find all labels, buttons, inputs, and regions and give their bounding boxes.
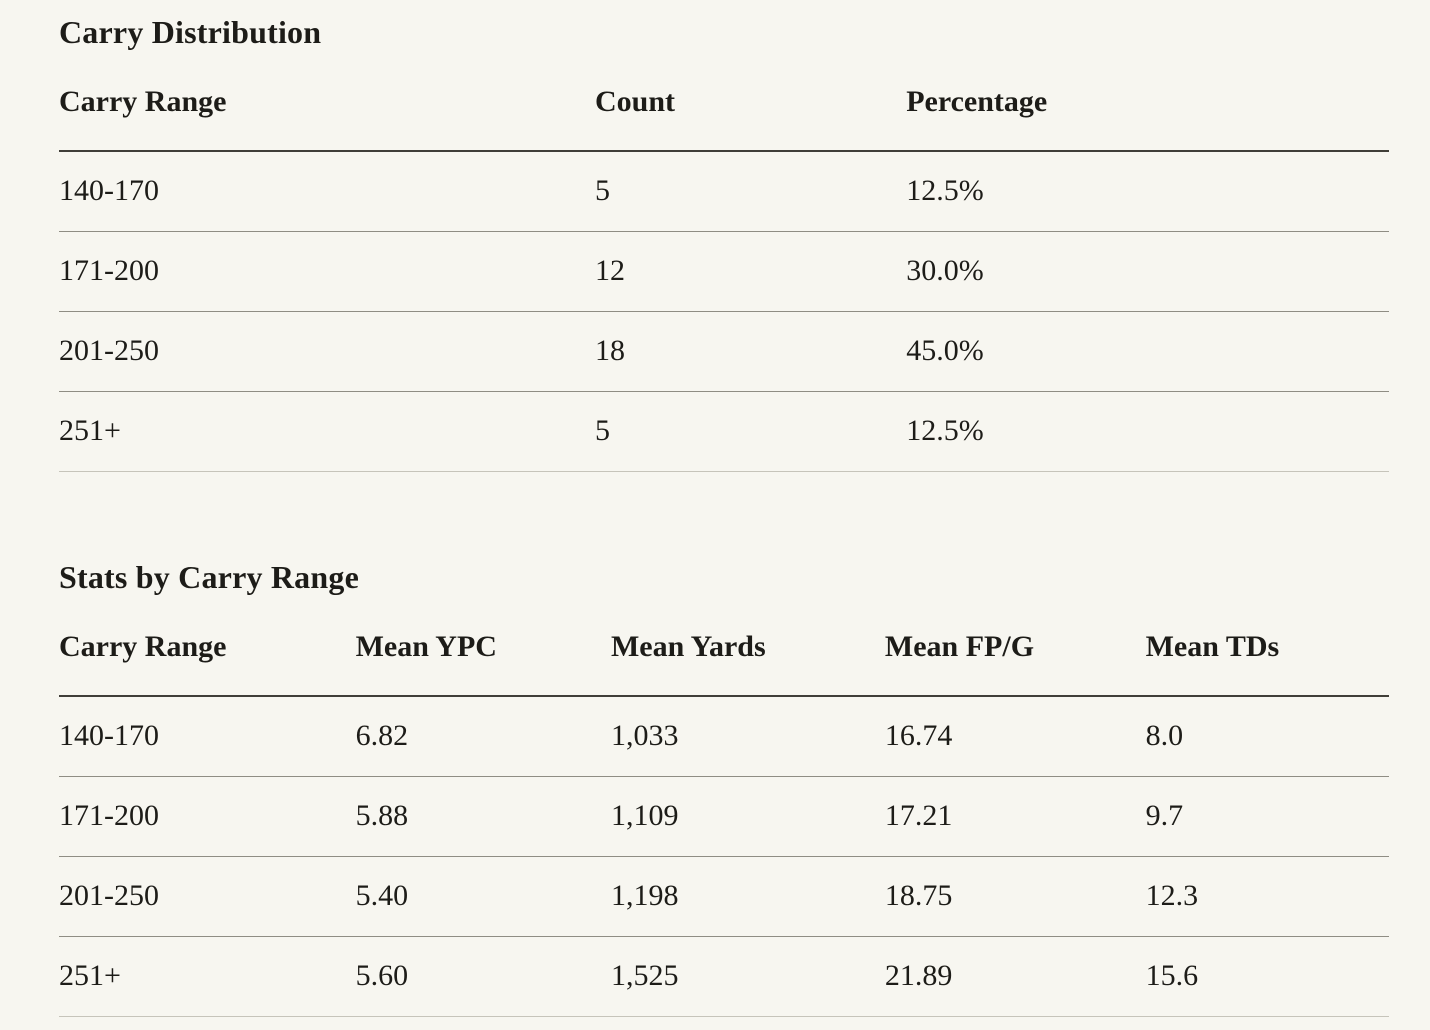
table-cell: 6.82	[355, 719, 409, 752]
table-cell: 18	[594, 311, 907, 392]
table-cell: 30.0%	[906, 231, 1389, 312]
table-cell: 1,198	[610, 856, 885, 937]
table-cell: 18.75	[884, 856, 1146, 937]
table-cell: 1,525	[610, 936, 885, 1017]
table-cell: 5.40	[355, 856, 611, 937]
table-cell: 171-200	[59, 231, 595, 312]
table-cell: 5.60	[355, 936, 611, 1017]
table-row: 171-200 12 30.0%	[59, 231, 1389, 312]
table-row: 171-200 5.88 1,109 17.21 9.7	[59, 776, 1389, 857]
table-cell: 45.0%	[906, 311, 1389, 392]
table-cell: 5	[594, 391, 907, 472]
table-row: 251+ 5.60 1,525 21.89 15.6	[59, 936, 1389, 1017]
table-row: 201-250 18 45.0%	[59, 311, 1389, 392]
table-row: 251+ 5 12.5%	[59, 391, 1389, 472]
table-cell: 8.0	[1145, 719, 1184, 752]
table-cell: 9.7	[1145, 776, 1389, 857]
column-header: Mean TDs	[1145, 607, 1389, 697]
table-cell: 12.5%	[906, 391, 1389, 472]
table-cell: 140-170	[59, 174, 159, 207]
table-cell: 21.89	[884, 936, 1146, 1017]
stats-by-carry-range-table: Carry Range Mean YPC Mean Yards Mean FP/G Me…	[59, 607, 1389, 1017]
table-cell: 12.5%	[906, 174, 984, 207]
table-cell: 12.3	[1145, 856, 1389, 937]
table-cell: 201-250	[59, 311, 595, 392]
column-header: Mean YPC	[355, 607, 611, 697]
table-cell: 251+	[59, 391, 595, 472]
table-cell: 15.6	[1145, 936, 1389, 1017]
stats-by-carry-range-title: Stats by Carry Range	[59, 559, 359, 595]
table-cell: 171-200	[59, 776, 356, 857]
table-cell: 5.88	[355, 776, 611, 857]
header-row: Carry Range Count Percentage	[59, 62, 1389, 152]
carry-distribution-section: Carry Distribution Carry Range Count Perce…	[59, 10, 1389, 472]
table-cell: 1,033	[610, 719, 679, 752]
table-row: 140-170 6.82 1,033 16.74 8.0	[59, 696, 1389, 777]
carry-distribution-table: Carry Range Count Percentage 140-170 5 12.5% 1…	[59, 62, 1389, 472]
table-cell: 5	[594, 174, 610, 207]
stats-by-carry-range-section: Stats by Carry Range Carry Range Mean YPC…	[59, 555, 1389, 1017]
column-header: Carry Range	[59, 607, 356, 697]
column-header: Count	[594, 62, 907, 152]
column-header: Mean Yards	[610, 607, 885, 697]
table-cell: 17.21	[884, 776, 1146, 857]
table-row: 140-170 5 12.5%	[59, 151, 1389, 232]
table-cell: 140-170	[59, 719, 159, 752]
column-header: Percentage	[906, 62, 1389, 152]
table-cell: 1,109	[610, 776, 885, 857]
carry-distribution-title: Carry Distribution	[59, 14, 322, 50]
column-header: Mean FP/G	[884, 607, 1146, 697]
table-cell: 251+	[59, 936, 356, 1017]
column-header: Carry Range	[59, 62, 595, 152]
table-cell: 201-250	[59, 856, 356, 937]
table-cell: 16.74	[884, 719, 953, 752]
table-row: 201-250 5.40 1,198 18.75 12.3	[59, 856, 1389, 937]
header-row: Carry Range Mean YPC Mean Yards Mean FP/G Me…	[59, 607, 1389, 697]
table-cell: 12	[594, 231, 907, 312]
